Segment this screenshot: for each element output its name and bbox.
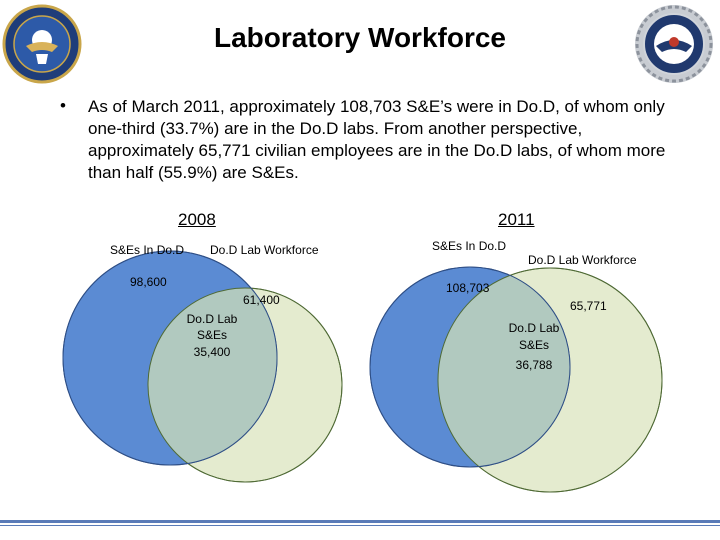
overlap-line2-2008: S&Es: [197, 328, 227, 342]
year-2011-label: 2011: [498, 210, 535, 229]
venn-2008: S&Es In Do.D Do.D Lab Workforce 98,600 6…: [62, 243, 343, 483]
overlap-value-2008: 35,400: [194, 345, 231, 359]
lab-emblem-seal-icon: [635, 5, 713, 83]
se-value-2008: 98,600: [130, 275, 167, 289]
department-of-defense-seal-icon: [2, 4, 82, 84]
lab-label-2008: Do.D Lab Workforce: [210, 243, 319, 257]
footer-divider-thin: [0, 525, 720, 526]
bullet-text: As of March 2011, approximately 108,703 …: [88, 97, 666, 182]
se-value-2011: 108,703: [446, 281, 490, 295]
footer-divider: [0, 520, 720, 523]
overlap-2011: [438, 268, 570, 467]
lab-value-2008: 61,400: [243, 293, 280, 307]
slide-title: Laboratory Workforce: [214, 22, 506, 53]
overlap-line1-2011: Do.D Lab: [509, 321, 560, 335]
year-2008-label: 2008: [178, 210, 216, 229]
lab-value-2011: 65,771: [570, 299, 607, 313]
bullet-point-icon: •: [60, 96, 66, 115]
venn-2011: S&Es In Do.D Do.D Lab Workforce 108,703 …: [369, 239, 663, 493]
overlap-value-2011: 36,788: [516, 358, 553, 372]
lab-label-2011: Do.D Lab Workforce: [528, 253, 637, 267]
overlap-line2-2011: S&Es: [519, 338, 549, 352]
overlap-2008: [148, 288, 277, 465]
overlap-line1-2008: Do.D Lab: [187, 312, 238, 326]
se-label-2008: S&Es In Do.D: [110, 243, 184, 257]
se-label-2011: S&Es In Do.D: [432, 239, 506, 253]
